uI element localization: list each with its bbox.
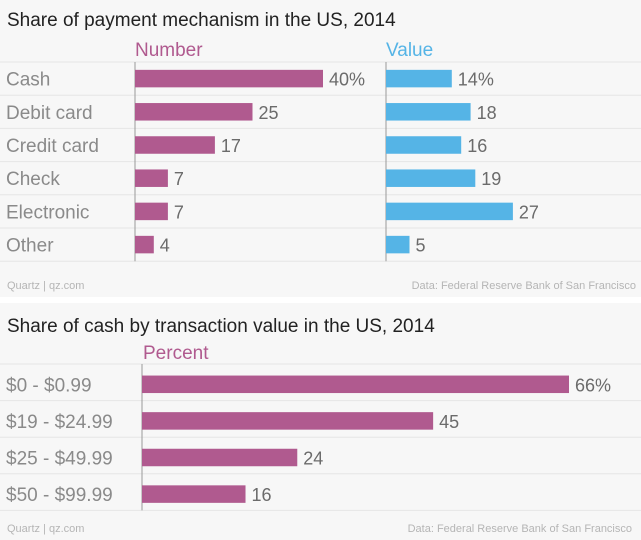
data-source: Data: Federal Reserve Bank of San Franci…: [408, 523, 632, 535]
data-label-value-credit-card: 16: [467, 136, 487, 156]
category-label-check: Check: [6, 169, 60, 190]
bar-value-cash: [386, 69, 452, 88]
data-label-value-debit-card: 18: [477, 103, 497, 123]
bar-percent-19-24-99: [142, 412, 434, 430]
data-label-percent-50-99-99: 16: [252, 485, 272, 505]
data-label-value-other: 5: [416, 236, 426, 256]
category-label-25-49-99: $25 - $49.99: [6, 449, 113, 470]
bar-number-check: [135, 169, 168, 187]
bar-percent-50-99-99: [142, 485, 246, 503]
data-label-number-credit-card: 17: [221, 136, 241, 156]
source-credit: Quartz | qz.com: [7, 523, 84, 535]
data-label-number-electronic: 7: [174, 202, 184, 222]
chart-panel-cash-share: Share of cash by transaction value in th…: [0, 303, 641, 540]
data-source: Data: Federal Reserve Bank of San Franci…: [412, 280, 636, 292]
data-label-value-check: 19: [481, 169, 501, 189]
series-header-number: Number: [135, 40, 203, 61]
data-label-value-electronic: 27: [519, 202, 539, 222]
bar-value-check: [386, 169, 476, 187]
series-header-percent: Percent: [143, 343, 209, 364]
series-header-value: Value: [386, 40, 433, 61]
data-label-percent-0-0-99: 66%: [575, 375, 611, 395]
data-label-number-check: 7: [174, 169, 184, 189]
bar-value-credit-card: [386, 136, 462, 154]
category-label-credit-card: Credit card: [6, 136, 99, 157]
data-label-number-other: 4: [160, 236, 170, 256]
category-label-19-24-99: $19 - $24.99: [6, 412, 113, 433]
category-label-electronic: Electronic: [6, 202, 89, 223]
data-label-percent-25-49-99: 24: [303, 449, 323, 469]
bar-number-credit-card: [135, 136, 215, 154]
bar-value-electronic: [386, 202, 513, 221]
data-label-percent-19-24-99: 45: [439, 412, 459, 432]
data-label-number-cash: 40%: [329, 70, 365, 90]
bar-percent-25-49-99: [142, 448, 298, 467]
bar-number-electronic: [135, 202, 168, 221]
category-label-50-99-99: $50 - $99.99: [6, 485, 113, 506]
bar-value-other: [386, 235, 410, 254]
category-label-0-0-99: $0 - $0.99: [6, 375, 92, 396]
chart-title: Share of cash by transaction value in th…: [7, 316, 435, 337]
data-label-number-debit-card: 25: [259, 103, 279, 123]
source-credit: Quartz | qz.com: [7, 280, 84, 292]
bar-number-cash: [135, 69, 323, 88]
bar-number-debit-card: [135, 103, 253, 121]
bar-number-other: [135, 235, 154, 254]
category-label-debit-card: Debit card: [6, 103, 93, 124]
data-label-value-cash: 14%: [458, 70, 494, 90]
cash-share-chart: Share of cash by transaction value in th…: [0, 316, 641, 535]
chart-panel-payment-mechanism: Share of payment mechanism in the US, 20…: [0, 10, 641, 292]
category-label-other: Other: [6, 236, 54, 257]
bar-value-debit-card: [386, 103, 471, 121]
category-label-cash: Cash: [6, 70, 50, 91]
payment-mechanism-chart: Share of payment mechanism in the US, 20…: [0, 10, 641, 292]
bar-percent-0-0-99: [142, 375, 569, 394]
chart-title: Share of payment mechanism in the US, 20…: [7, 10, 396, 31]
